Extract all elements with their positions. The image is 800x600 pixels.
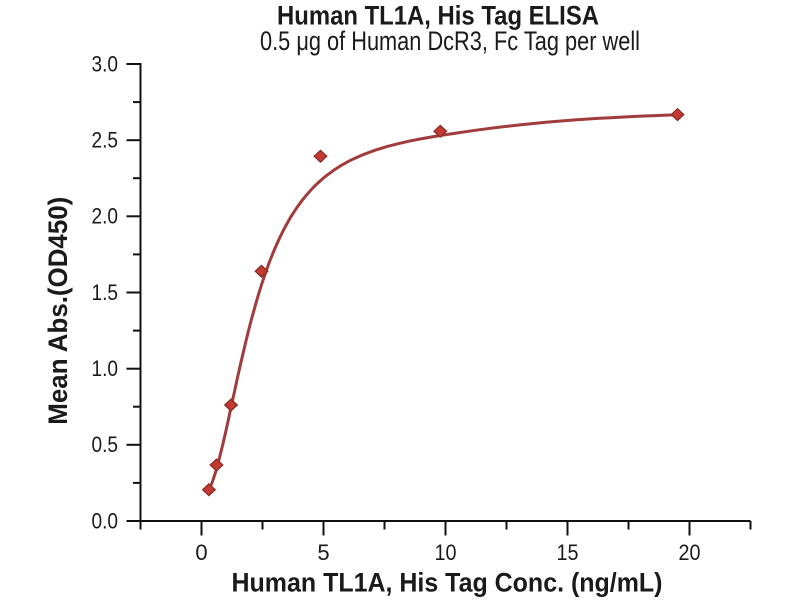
svg-text:0.0: 0.0 <box>92 508 119 533</box>
svg-text:Human TL1A, His Tag ELISA: Human TL1A, His Tag ELISA <box>277 1 599 31</box>
svg-text:15: 15 <box>557 540 579 565</box>
svg-text:2.0: 2.0 <box>92 204 119 229</box>
svg-text:5: 5 <box>317 540 329 565</box>
svg-text:10: 10 <box>435 540 457 565</box>
svg-text:Mean Abs.(OD450): Mean Abs.(OD450) <box>43 197 73 425</box>
svg-text:2.5: 2.5 <box>92 128 119 153</box>
svg-text:Human TL1A, His Tag Conc. (ng/: Human TL1A, His Tag Conc. (ng/mL) <box>232 568 663 598</box>
svg-text:3.0: 3.0 <box>92 51 119 76</box>
svg-text:0: 0 <box>195 540 207 565</box>
svg-text:1.0: 1.0 <box>92 356 119 381</box>
svg-text:0.5 μg of Human DcR3, Fc Tag p: 0.5 μg of Human DcR3, Fc Tag per well <box>260 26 640 56</box>
svg-text:1.5: 1.5 <box>92 280 119 305</box>
svg-text:0.5: 0.5 <box>92 432 119 457</box>
svg-text:20: 20 <box>679 540 701 565</box>
